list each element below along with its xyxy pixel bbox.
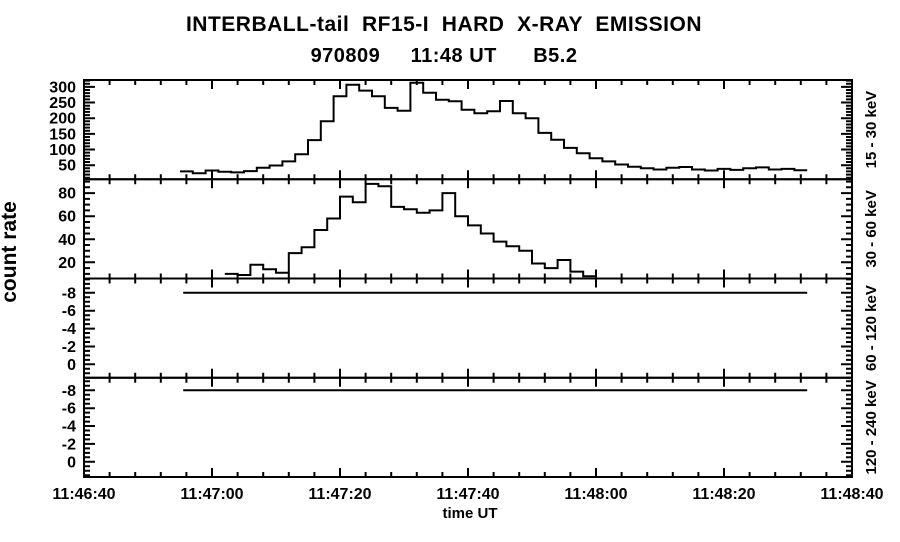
y-axis-label: count rate xyxy=(0,201,21,303)
y-tick-label: -4 xyxy=(62,419,76,436)
panel-60-120keV: 0-2-4-6-8 60 - 120 keV xyxy=(62,277,880,379)
x-axis-label: time UT xyxy=(442,505,497,522)
y-tick-label: -6 xyxy=(62,303,76,320)
y-tick-label: -2 xyxy=(62,436,76,453)
y-tick-label: -2 xyxy=(62,339,76,356)
x-tick-label: 11:48:20 xyxy=(692,486,755,503)
y-tick-label: 40 xyxy=(58,232,76,249)
energy-band-label: 60 - 120 keV xyxy=(863,285,880,371)
y-tick-label: -6 xyxy=(62,401,76,418)
y-tick-label: 60 xyxy=(58,209,76,226)
axis-ticks xyxy=(83,278,853,379)
axis-ticks xyxy=(83,377,853,477)
y-tick-label: -8 xyxy=(62,285,76,302)
y-tick-label: 50 xyxy=(58,158,76,175)
y-tick-label: 300 xyxy=(49,79,76,96)
panel-30-60keV: 20 40 60 80 30 - 60 keV xyxy=(58,178,880,280)
y-tick-label: 20 xyxy=(58,255,76,272)
y-tick-label: 80 xyxy=(58,186,76,203)
x-tick-label: 11:48:00 xyxy=(564,486,627,503)
y-tick-label: 250 xyxy=(49,95,76,112)
count-rate-step-curve xyxy=(180,81,808,175)
x-tick-label: 11:46:40 xyxy=(52,486,115,503)
y-tick-label: 100 xyxy=(49,142,76,159)
y-tick-label: 0 xyxy=(67,454,76,471)
energy-band-label: 30 - 60 keV xyxy=(863,190,880,268)
axis-ticks xyxy=(83,179,853,279)
y-tick-label: -4 xyxy=(62,321,76,338)
x-tick-label: 11:47:00 xyxy=(180,486,243,503)
chart-subtitle: 970809 11:48 UT B5.2 xyxy=(310,45,578,67)
count-rate-step-curve xyxy=(224,182,596,278)
y-tick-label: 200 xyxy=(49,111,76,128)
x-tick-label: 11:47:20 xyxy=(308,486,371,503)
axis-ticks xyxy=(83,79,853,180)
y-tick-label: -8 xyxy=(62,383,76,400)
chart-title: INTERBALL-tail RF15-I HARD X-RAY EMISSIO… xyxy=(185,13,703,36)
energy-band-label: 120 - 240 keV xyxy=(863,380,880,474)
y-tick-label: 150 xyxy=(49,126,76,143)
energy-band-label: 15 - 30 keV xyxy=(863,91,880,169)
y-tick-label: 0 xyxy=(67,357,76,374)
panel-120-240keV: 0-2-4-6-8 120 - 240 keV xyxy=(62,376,880,478)
x-tick-label: 11:47:40 xyxy=(436,486,499,503)
x-tick-label: 11:48:40 xyxy=(820,486,883,503)
